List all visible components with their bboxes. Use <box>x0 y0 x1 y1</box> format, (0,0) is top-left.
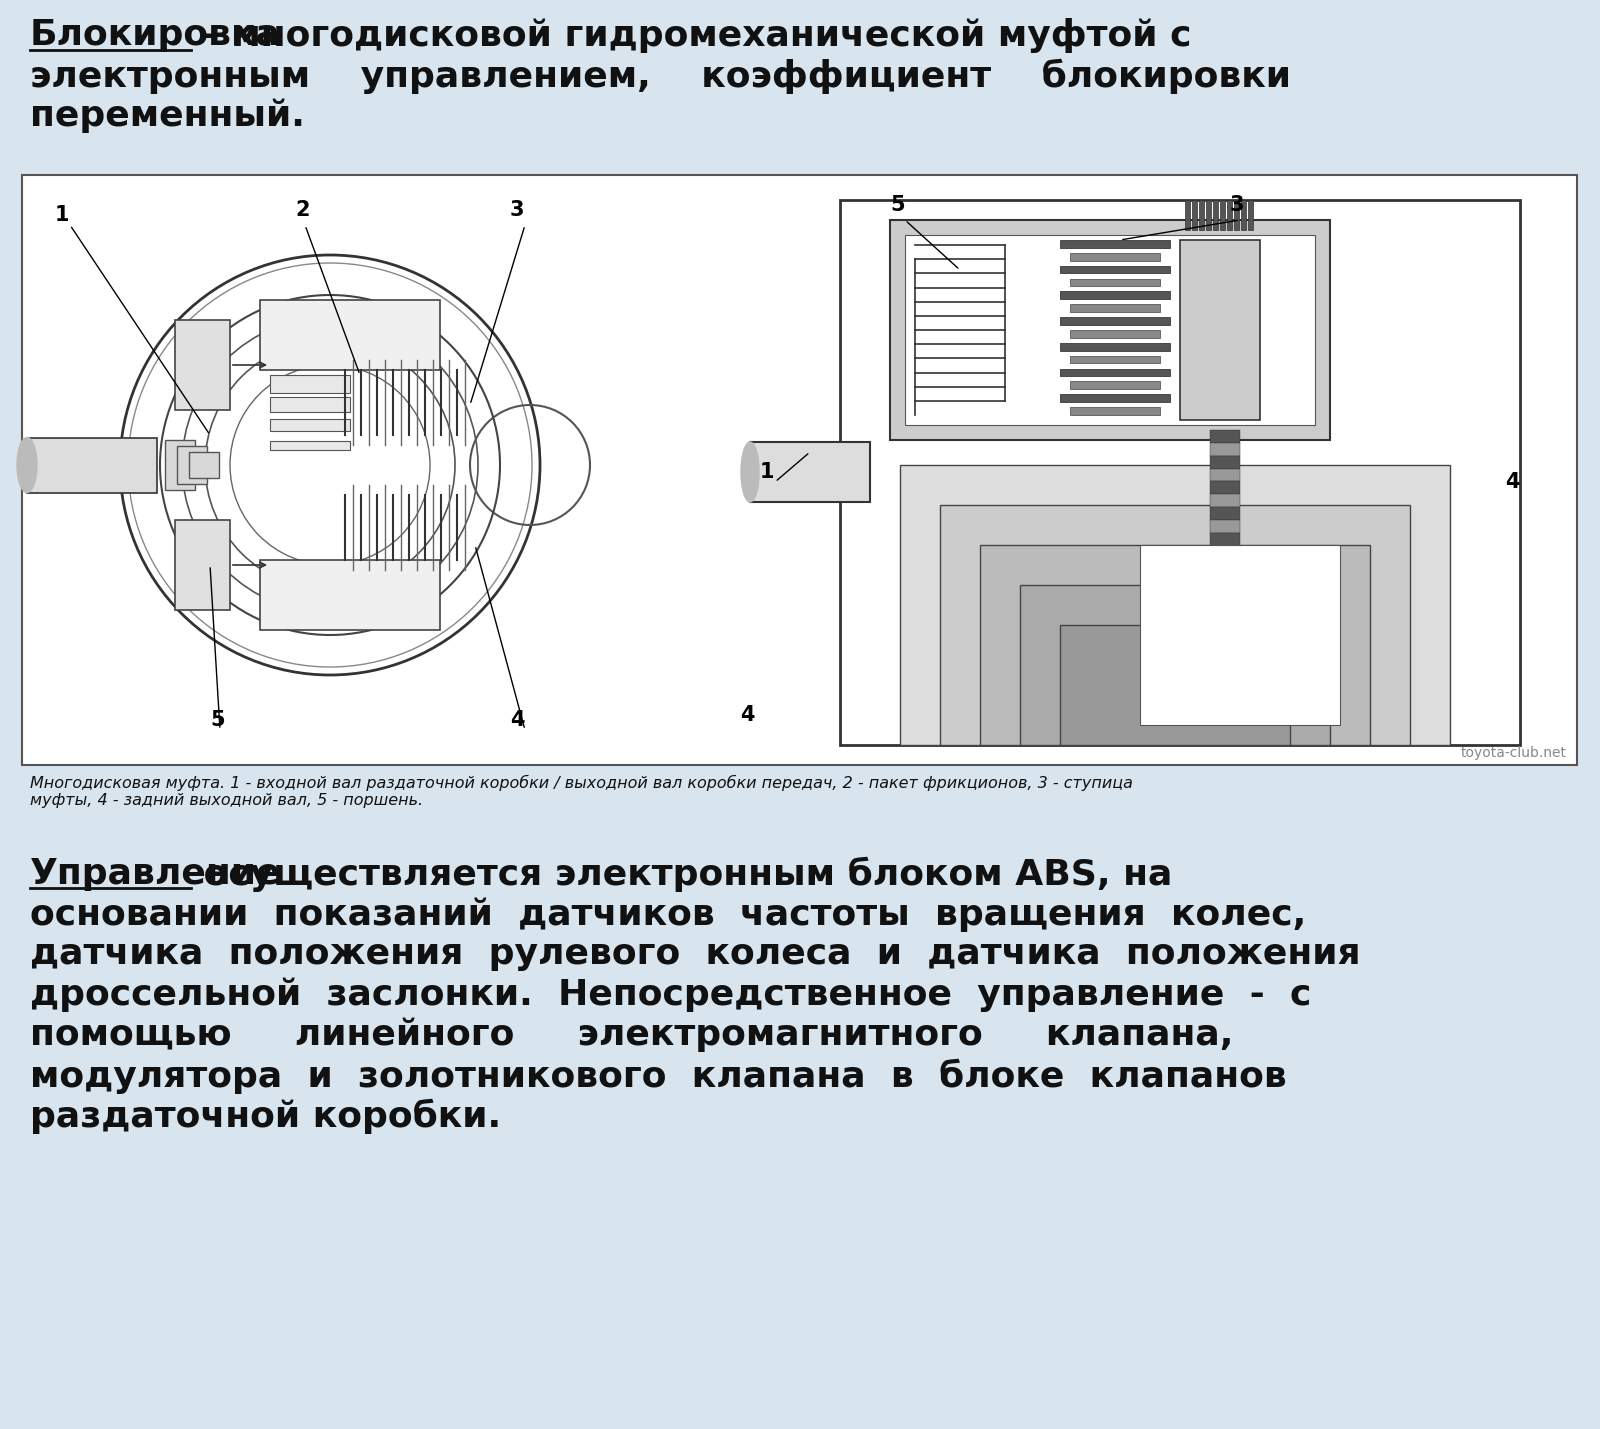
Text: 4: 4 <box>1506 472 1520 492</box>
Text: модулятора  и  золотникового  клапана  в  блоке  клапанов: модулятора и золотникового клапана в бло… <box>30 1059 1286 1093</box>
Bar <box>1210 456 1240 469</box>
Bar <box>941 504 1410 745</box>
Bar <box>1059 624 1290 745</box>
Bar <box>270 419 350 432</box>
Text: 3: 3 <box>1230 194 1245 214</box>
Bar <box>1070 330 1160 337</box>
Text: 2: 2 <box>294 200 309 220</box>
Ellipse shape <box>18 437 37 493</box>
Bar <box>1021 584 1330 745</box>
Text: 3: 3 <box>510 200 525 220</box>
Bar <box>1206 200 1211 230</box>
Bar <box>1070 279 1160 286</box>
Bar <box>906 234 1315 424</box>
Text: муфты, 4 - задний выходной вал, 5 - поршень.: муфты, 4 - задний выходной вал, 5 - порш… <box>30 793 422 809</box>
Text: переменный.: переменный. <box>30 99 306 133</box>
Bar <box>1210 572 1240 584</box>
Bar <box>1070 356 1160 363</box>
Bar <box>1186 200 1190 230</box>
Bar <box>1234 200 1238 230</box>
Bar <box>1070 253 1160 260</box>
Bar <box>1059 292 1170 299</box>
Text: раздаточной коробки.: раздаточной коробки. <box>30 1099 501 1133</box>
Text: 1: 1 <box>760 462 774 482</box>
Text: 1: 1 <box>54 204 69 224</box>
Bar <box>27 439 157 493</box>
Bar <box>1210 507 1240 520</box>
Bar <box>1242 200 1246 230</box>
Bar <box>1210 443 1240 456</box>
Bar <box>890 220 1330 440</box>
Bar <box>899 464 1450 745</box>
Text: Управление: Управление <box>30 857 282 890</box>
Bar <box>1181 240 1261 420</box>
Text: дроссельной  заслонки.  Непосредственное  управление  -  с: дроссельной заслонки. Непосредственное у… <box>30 977 1312 1012</box>
Bar <box>1139 544 1341 725</box>
Bar <box>270 442 350 450</box>
Bar <box>178 446 206 484</box>
Bar <box>1210 469 1240 482</box>
Bar <box>1227 200 1232 230</box>
Text: 5: 5 <box>890 194 904 214</box>
Text: основании  показаний  датчиков  частоты  вращения  колес,: основании показаний датчиков частоты вра… <box>30 897 1306 932</box>
Bar <box>1070 407 1160 414</box>
Bar <box>1210 430 1240 443</box>
Bar <box>1059 369 1170 376</box>
Text: датчика  положения  рулевого  колеса  и  датчика  положения: датчика положения рулевого колеса и датч… <box>30 937 1360 972</box>
Bar <box>1059 394 1170 402</box>
Bar <box>1059 343 1170 350</box>
Bar <box>979 544 1370 745</box>
Text: Блокировка: Блокировка <box>30 19 282 51</box>
Ellipse shape <box>741 442 758 502</box>
Bar <box>1070 382 1160 389</box>
Text: 4: 4 <box>510 710 525 730</box>
Bar <box>270 374 350 393</box>
Bar <box>1221 200 1226 230</box>
Bar <box>165 440 195 490</box>
Bar <box>1213 200 1218 230</box>
Text: электронным    управлением,    коэффициент    блокировки: электронным управлением, коэффициент бло… <box>30 59 1291 94</box>
Bar <box>1070 304 1160 312</box>
Bar <box>1059 266 1170 273</box>
Bar <box>259 300 440 370</box>
Bar <box>1248 200 1253 230</box>
Bar <box>1059 317 1170 324</box>
Bar <box>270 397 350 412</box>
Bar <box>1210 584 1240 597</box>
Bar <box>1210 559 1240 572</box>
Bar <box>189 452 219 477</box>
Text: осуществляется электронным блоком ABS, на: осуществляется электронным блоком ABS, н… <box>192 857 1173 892</box>
Bar <box>1210 533 1240 546</box>
Bar <box>1210 546 1240 559</box>
Bar <box>1192 200 1197 230</box>
Text: - многодисковой гидромеханической муфтой с: - многодисковой гидромеханической муфтой… <box>192 19 1192 53</box>
Bar <box>174 320 230 410</box>
Bar <box>1210 482 1240 494</box>
Text: Многодисковая муфта. 1 - входной вал раздаточной коробки / выходной вал коробки : Многодисковая муфта. 1 - входной вал раз… <box>30 775 1133 792</box>
Text: toyota-club.net: toyota-club.net <box>1461 746 1566 760</box>
Text: 5: 5 <box>210 710 224 730</box>
Bar <box>1059 240 1170 247</box>
Bar <box>174 520 230 610</box>
Text: помощью     линейного     электромагнитного     клапана,: помощью линейного электромагнитного клап… <box>30 1017 1234 1052</box>
Bar <box>259 560 440 630</box>
Bar <box>1210 597 1240 610</box>
Bar <box>1210 494 1240 507</box>
Bar <box>1198 200 1205 230</box>
Bar <box>22 174 1578 765</box>
Bar <box>1210 520 1240 533</box>
Bar <box>750 442 870 502</box>
Text: 4: 4 <box>739 704 755 725</box>
Bar <box>840 200 1520 745</box>
